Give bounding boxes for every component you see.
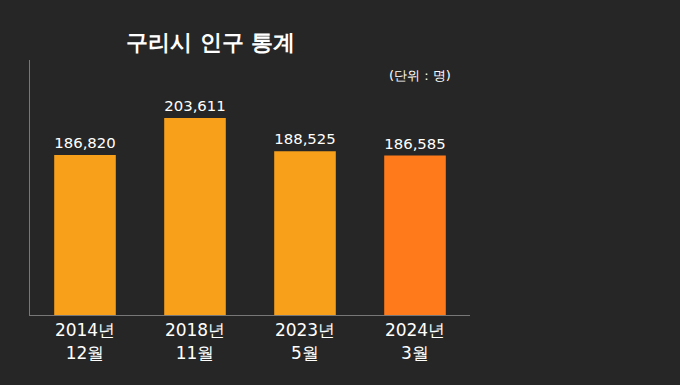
svg-text:2024년3월: 2024년3월: [385, 320, 445, 362]
svg-text:2023년5월: 2023년5월: [275, 320, 335, 362]
svg-text:188,525: 188,525: [274, 130, 336, 148]
svg-text:186,820: 186,820: [54, 134, 116, 152]
svg-text:(단위 : 명): (단위 : 명): [389, 68, 451, 83]
svg-text:186,585: 186,585: [384, 135, 446, 153]
svg-text:구리시 인구 통계: 구리시 인구 통계: [126, 30, 295, 55]
svg-text:203,611: 203,611: [164, 97, 226, 115]
svg-text:2018년11월: 2018년11월: [165, 320, 225, 362]
svg-text:2014년12월: 2014년12월: [55, 320, 115, 362]
